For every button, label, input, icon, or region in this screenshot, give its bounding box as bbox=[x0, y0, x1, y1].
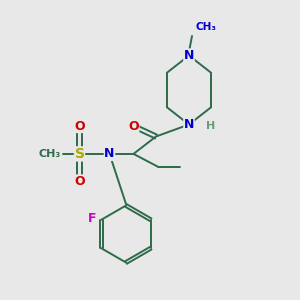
Text: O: O bbox=[74, 175, 85, 188]
Text: CH₃: CH₃ bbox=[195, 22, 216, 32]
Text: N: N bbox=[184, 49, 194, 62]
Text: N: N bbox=[104, 147, 115, 161]
Text: O: O bbox=[128, 119, 139, 133]
Text: N: N bbox=[184, 118, 194, 131]
Text: S: S bbox=[74, 147, 85, 161]
Text: F: F bbox=[88, 212, 97, 225]
Text: H: H bbox=[206, 121, 215, 131]
Text: O: O bbox=[74, 119, 85, 133]
Text: CH₃: CH₃ bbox=[38, 149, 61, 159]
